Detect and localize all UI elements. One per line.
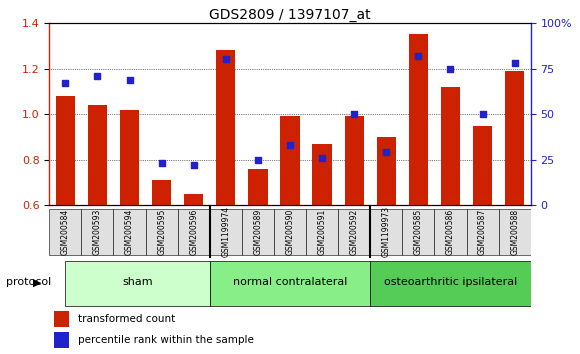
Point [221, 57, 230, 62]
Text: percentile rank within the sample: percentile rank within the sample [78, 335, 254, 345]
Text: osteoarthritic ipsilateral: osteoarthritic ipsilateral [384, 277, 517, 287]
Bar [54, 311, 68, 327]
Bar [210, 261, 370, 306]
Point [253, 157, 263, 162]
Text: GSM200589: GSM200589 [253, 209, 262, 255]
Point [189, 162, 198, 168]
Bar [466, 209, 499, 255]
Bar [146, 209, 177, 255]
Point [510, 60, 519, 66]
Bar [49, 209, 81, 255]
Text: GSM200588: GSM200588 [510, 209, 519, 255]
Point [157, 161, 166, 166]
Text: GSM200587: GSM200587 [478, 209, 487, 255]
Bar [152, 180, 171, 205]
Text: GSM1199974: GSM1199974 [222, 206, 230, 257]
Bar [441, 87, 460, 205]
Text: GSM200594: GSM200594 [125, 209, 134, 255]
Bar [81, 209, 114, 255]
Bar [216, 50, 235, 205]
Bar [66, 261, 210, 306]
Bar [114, 209, 146, 255]
Text: GSM200595: GSM200595 [157, 209, 166, 255]
Bar [403, 209, 434, 255]
Text: protocol: protocol [6, 277, 51, 287]
Text: GSM200586: GSM200586 [446, 209, 455, 255]
Text: GSM200585: GSM200585 [414, 209, 423, 255]
Bar [88, 105, 107, 205]
Bar [120, 110, 139, 205]
Bar [345, 116, 364, 205]
Point [93, 73, 102, 79]
Bar [376, 137, 396, 205]
Text: GSM200596: GSM200596 [189, 209, 198, 255]
Bar [248, 169, 267, 205]
Bar [370, 261, 531, 306]
Bar [434, 209, 466, 255]
Bar [280, 116, 300, 205]
Text: ▶: ▶ [33, 277, 42, 287]
Point [61, 80, 70, 86]
Text: sham: sham [122, 277, 153, 287]
Bar [306, 209, 338, 255]
Point [414, 53, 423, 59]
Point [382, 150, 391, 155]
Bar [177, 209, 210, 255]
Bar [242, 209, 274, 255]
Text: GSM200590: GSM200590 [285, 209, 295, 255]
Text: GSM200584: GSM200584 [61, 209, 70, 255]
Point [350, 111, 359, 117]
Bar [56, 96, 75, 205]
Bar [54, 332, 68, 348]
Point [285, 142, 295, 148]
Bar [184, 194, 204, 205]
Point [478, 111, 487, 117]
Bar [370, 209, 403, 255]
Bar [505, 71, 524, 205]
Text: GSM1199973: GSM1199973 [382, 206, 391, 257]
Bar [210, 209, 242, 255]
Text: GSM200591: GSM200591 [318, 209, 327, 255]
Title: GDS2809 / 1397107_at: GDS2809 / 1397107_at [209, 8, 371, 22]
Bar [499, 209, 531, 255]
Text: GSM200593: GSM200593 [93, 209, 102, 255]
Bar [338, 209, 370, 255]
Point [317, 155, 327, 161]
Bar [409, 34, 428, 205]
Text: normal contralateral: normal contralateral [233, 277, 347, 287]
Bar [313, 144, 332, 205]
Text: GSM200592: GSM200592 [350, 209, 358, 255]
Point [446, 66, 455, 72]
Text: transformed count: transformed count [78, 314, 175, 324]
Bar [473, 126, 492, 205]
Bar [274, 209, 306, 255]
Point [125, 77, 134, 82]
